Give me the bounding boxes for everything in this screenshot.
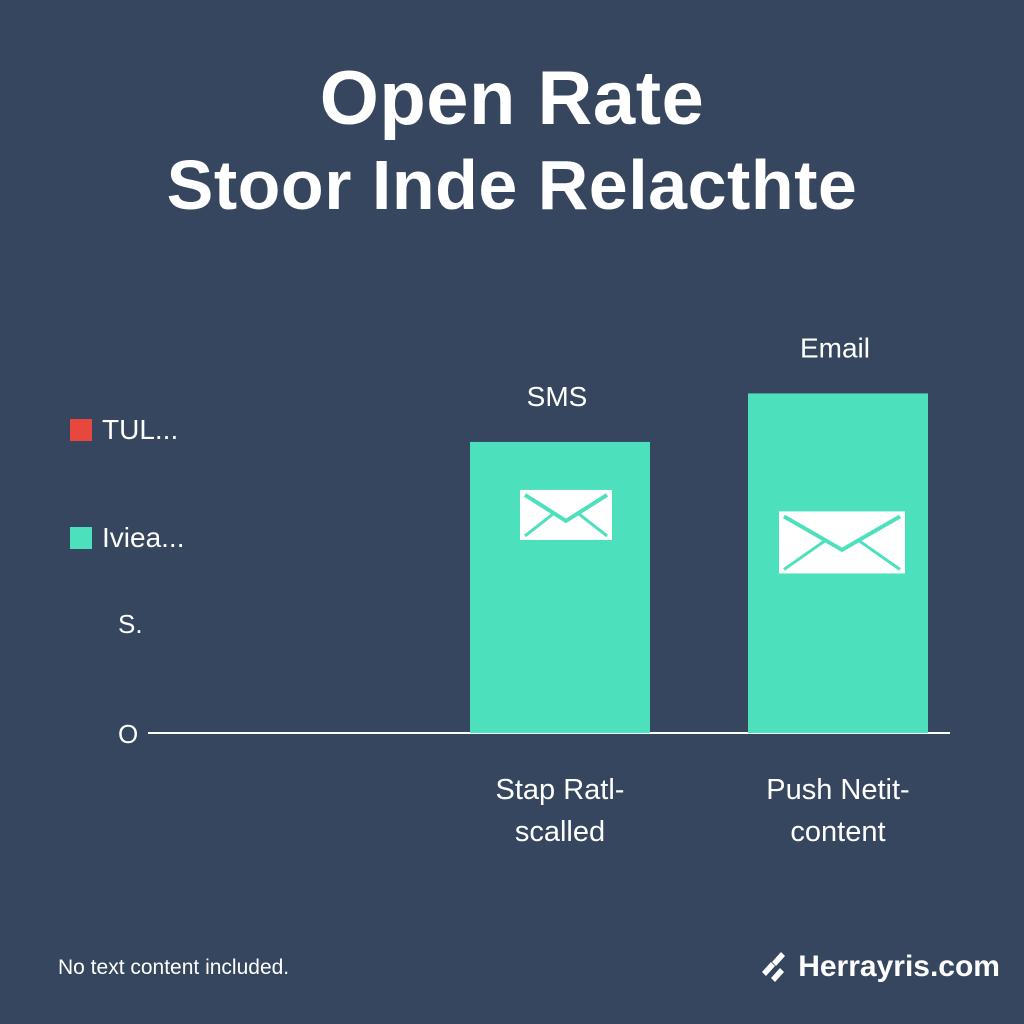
brand-name: Herrayris.com [798,950,1000,983]
x-category-label: Stap Ratl-scalled [496,774,625,848]
legend-item-2: Iviea... [70,518,184,558]
chart-title: Open Rate Stoor Inde Relacthte [0,56,1024,228]
bar [470,441,650,733]
bar-top-label: SMS [527,381,588,412]
y-tick-label: S. [118,609,143,639]
envelope-icon [520,489,612,540]
envelope-icon [779,511,905,574]
double-s-logo-icon [762,952,786,982]
legend-swatch-2 [70,527,92,549]
legend-swatch-1 [70,419,92,441]
brand: Herrayris.com [758,950,1000,984]
footnote: No text content included. [58,956,290,979]
title-line-1: Open Rate [319,56,705,141]
x-category-label: Push Netit-content [766,774,909,848]
legend-label-2: Iviea... [102,522,185,553]
title-line-2: Stoor Inde Relacthte [166,146,858,224]
y-tick-label: O [118,719,138,749]
legend-item-1: TUL... [70,410,184,450]
bar-top-label: Email [800,332,870,363]
legend: TUL... Iviea... [70,410,184,626]
legend-label-1: TUL... [102,414,179,445]
